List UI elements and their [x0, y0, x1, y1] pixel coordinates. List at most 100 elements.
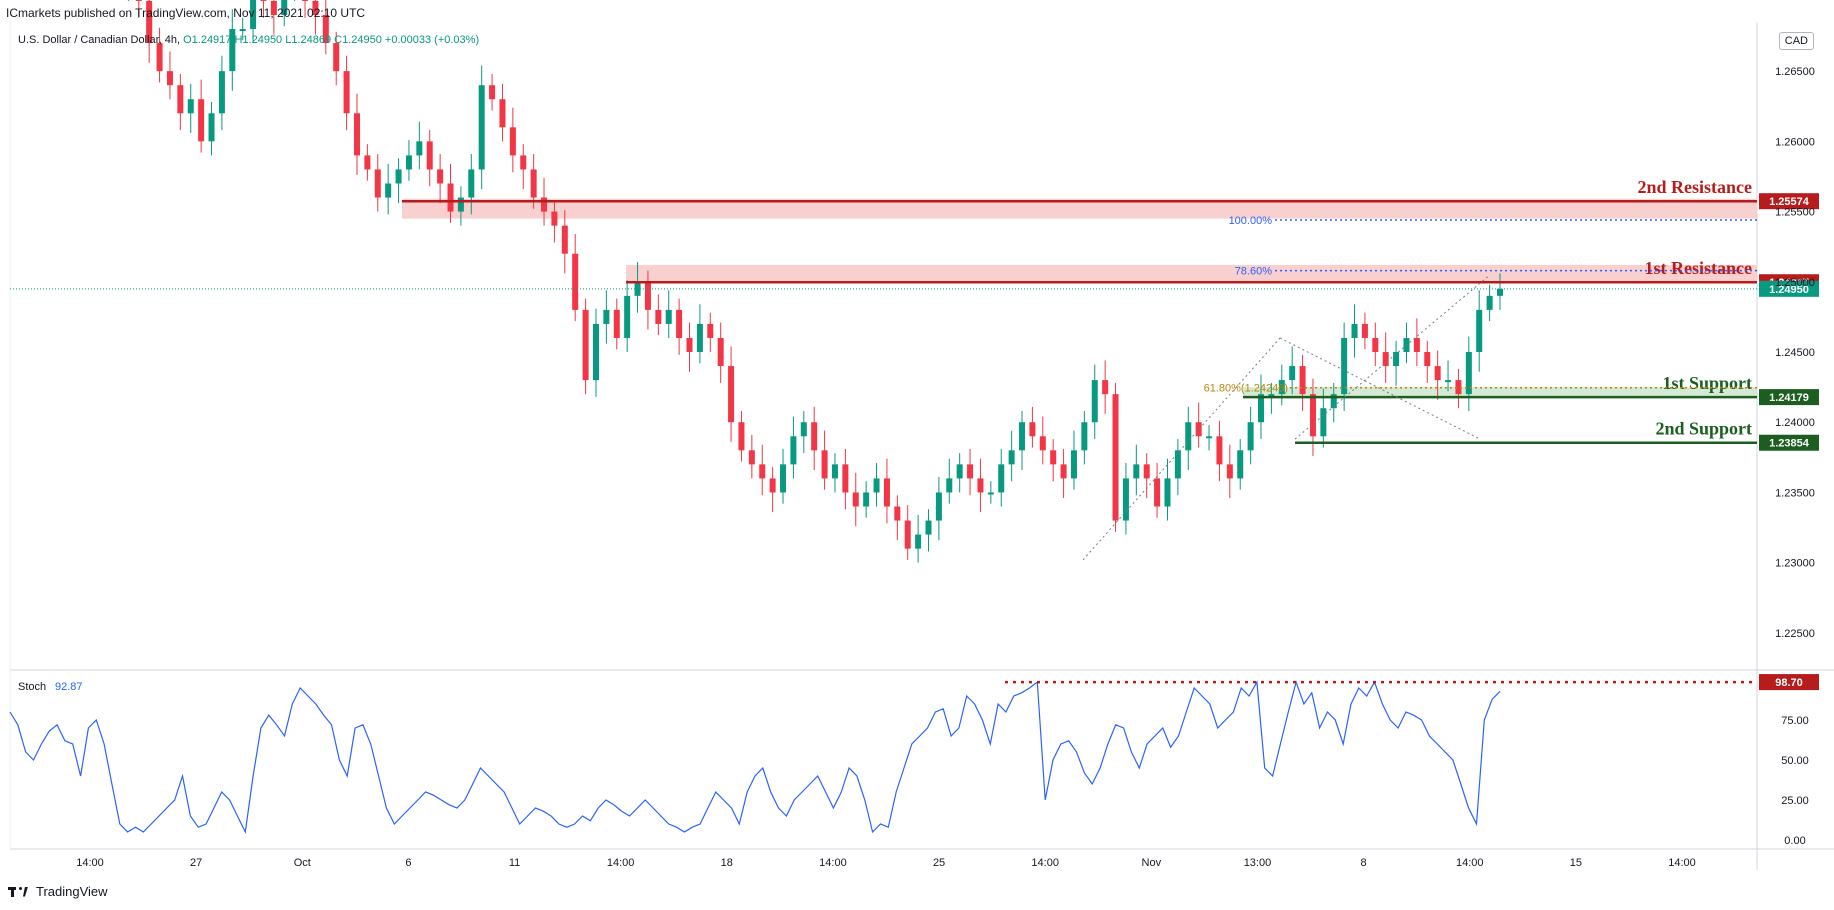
- resistance-price-badge: [1759, 193, 1819, 210]
- support-price-text: 1.23854: [1769, 438, 1810, 450]
- candle-body: [780, 464, 787, 493]
- candle-body: [509, 127, 516, 156]
- tradingview-footer[interactable]: TradingView: [8, 884, 108, 899]
- stoch-line: [9, 680, 1501, 835]
- price-tick-label: 1.24500: [1775, 347, 1815, 359]
- zone-bands: [402, 198, 1757, 397]
- fib-level-label: 61.80%(1.24246): [1204, 383, 1288, 395]
- fib-level-label: 100.00%: [1229, 215, 1273, 227]
- candle-body: [1465, 352, 1472, 395]
- candle-body: [572, 253, 579, 310]
- symbol-title: U.S. Dollar / Canadian Dollar, 4h,: [18, 34, 181, 46]
- candle-body: [769, 478, 776, 493]
- candle-body: [717, 337, 724, 367]
- time-tick-label: 27: [190, 857, 202, 869]
- candle-body: [1164, 478, 1171, 507]
- candle-body: [1060, 464, 1067, 479]
- candlestick-series: [127, 0, 1503, 563]
- candle-body: [187, 99, 194, 114]
- candle-body: [676, 309, 683, 338]
- candle-body: [1330, 394, 1337, 409]
- candle-body: [520, 155, 527, 170]
- time-tick-label: 18: [721, 857, 733, 869]
- candle-body: [977, 478, 984, 493]
- symbol-legend: U.S. Dollar / Canadian Dollar, 4h, O1.24…: [18, 34, 479, 46]
- time-tick-label: 14:00: [76, 857, 104, 869]
- candle-body: [707, 323, 714, 338]
- price-tick-label: 1.23500: [1775, 487, 1815, 499]
- last-price-badge: [1759, 280, 1819, 297]
- candle-body: [1445, 380, 1452, 383]
- candle-body: [1050, 450, 1057, 465]
- candle-body: [603, 309, 610, 324]
- candle-body: [967, 464, 974, 479]
- candle-body: [353, 113, 360, 156]
- candle-body: [281, 0, 288, 15]
- price-tick-label: 1.24000: [1775, 417, 1815, 429]
- resistance-label: 2nd Resistance: [1637, 177, 1752, 197]
- first-support-zone: [1243, 387, 1757, 397]
- candle-body: [1206, 436, 1213, 439]
- candle-body: [1351, 323, 1358, 338]
- candle-body: [1299, 366, 1306, 395]
- candle-body: [1424, 352, 1431, 367]
- candle-body: [946, 478, 953, 493]
- candle-body: [1289, 366, 1296, 381]
- candle-body: [904, 520, 911, 549]
- candle-body: [364, 155, 371, 170]
- publisher-line: ICmarkets published on TradingView.com, …: [6, 6, 366, 20]
- candle-body: [1029, 422, 1036, 437]
- candle-body: [624, 295, 631, 338]
- candle-body: [1476, 309, 1483, 353]
- candle-body: [146, 0, 153, 44]
- price-tick-label: 1.26000: [1775, 136, 1815, 148]
- chart-grid: [9, 22, 1834, 870]
- candle-body: [478, 85, 485, 170]
- candle-body: [821, 450, 828, 479]
- candle-body: [1258, 394, 1265, 423]
- support-price-badge: [1759, 434, 1819, 451]
- stoch-title: Stoch: [18, 681, 46, 693]
- candle-body: [260, 0, 267, 1]
- candle-body: [811, 422, 818, 451]
- resistance-label: 1st Resistance: [1645, 258, 1752, 278]
- stoch-level-text: 98.70: [1775, 677, 1803, 689]
- time-tick-label: 13:00: [1244, 857, 1272, 869]
- candle-body: [1278, 380, 1285, 395]
- currency-button[interactable]: CAD: [1778, 32, 1814, 50]
- candle-body: [489, 85, 496, 100]
- candle-body: [1226, 464, 1233, 479]
- stoch-level-badge: [1759, 674, 1819, 691]
- candle-body: [1091, 380, 1098, 423]
- candle-body: [1133, 464, 1140, 479]
- resistance-price-text: 1.25574: [1769, 196, 1810, 208]
- candle-body: [198, 99, 205, 142]
- candle-body: [270, 0, 277, 15]
- candle-body: [1237, 450, 1244, 479]
- last-price-text: 1.24950: [1769, 284, 1809, 296]
- candle-body: [405, 155, 412, 170]
- time-tick-label: 14:00: [1031, 857, 1059, 869]
- candle-body: [696, 323, 703, 353]
- candle-body: [1320, 408, 1327, 437]
- candle-body: [229, 29, 236, 72]
- candle-body: [1497, 288, 1503, 296]
- candle-body: [1185, 422, 1192, 451]
- candle-body: [655, 309, 662, 324]
- candle-body: [1019, 422, 1026, 451]
- candle-body: [541, 197, 548, 212]
- candle-body: [239, 29, 246, 32]
- second-resistance-zone: [402, 198, 1757, 219]
- candle-body: [800, 422, 807, 437]
- candle-body: [613, 309, 620, 338]
- support-price-text: 1.24179: [1769, 392, 1809, 404]
- candle-body: [135, 0, 142, 1]
- price-tick-label: 1.25500: [1775, 207, 1815, 219]
- candle-body: [873, 478, 880, 493]
- candle-body: [883, 478, 890, 507]
- price-tick-label: 1.22500: [1775, 628, 1815, 640]
- candle-body: [1434, 366, 1441, 381]
- ohlc-values: O1.24917 H1.24950 L1.24869 C1.24950 +0.0…: [183, 34, 480, 46]
- candle-body: [166, 71, 173, 86]
